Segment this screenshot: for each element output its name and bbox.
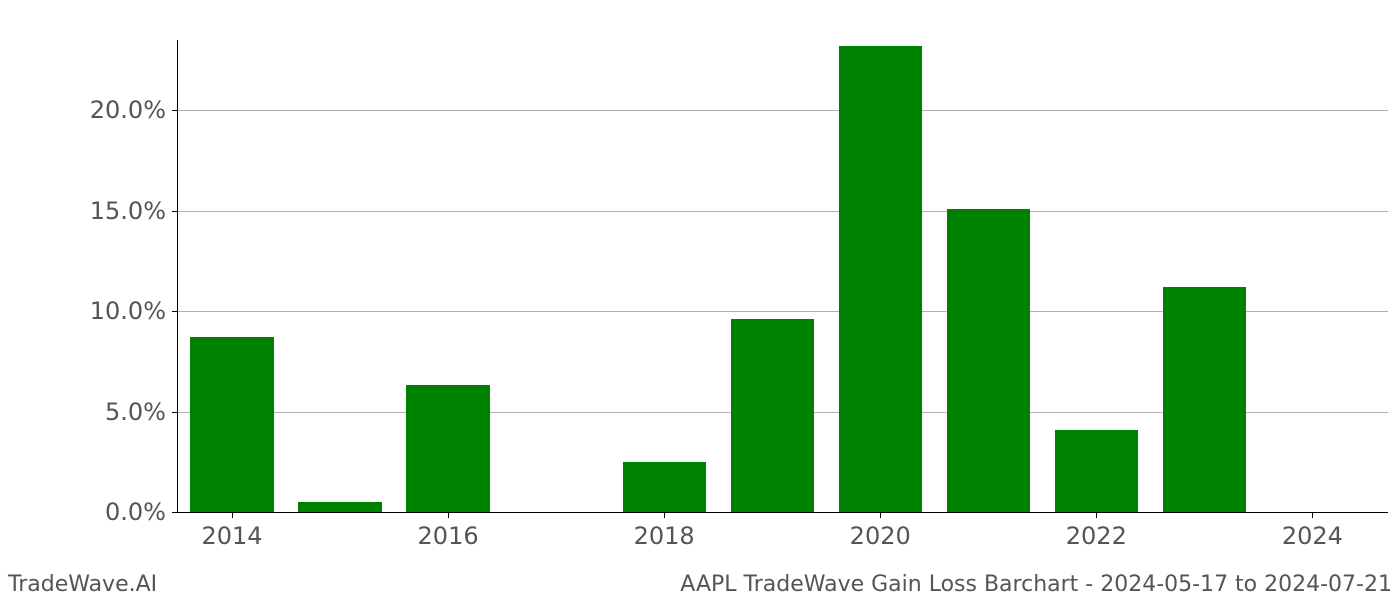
x-tick-label: 2020 [850, 522, 911, 550]
bar [623, 462, 706, 512]
x-tick-label: 2022 [1066, 522, 1127, 550]
y-tick-label: 15.0% [90, 197, 166, 225]
y-tick-label: 10.0% [90, 297, 166, 325]
x-tick-label: 2024 [1282, 522, 1343, 550]
footer-left-text: TradeWave.AI [8, 572, 157, 597]
bar [947, 209, 1030, 512]
x-tick-label: 2014 [201, 522, 262, 550]
bar [406, 385, 489, 512]
bar [298, 502, 381, 512]
x-tick-label: 2018 [634, 522, 695, 550]
bar [731, 319, 814, 512]
bar [839, 46, 922, 512]
y-tick-label: 0.0% [105, 498, 166, 526]
chart-container: TradeWave.AI AAPL TradeWave Gain Loss Ba… [0, 0, 1400, 600]
y-gridline [178, 211, 1388, 212]
y-tick-label: 20.0% [90, 96, 166, 124]
y-axis-line [177, 40, 178, 512]
y-tick-label: 5.0% [105, 398, 166, 426]
y-gridline [178, 110, 1388, 111]
x-axis-line [177, 512, 1388, 513]
bar [1055, 430, 1138, 512]
bar [1163, 287, 1246, 512]
footer-right-text: AAPL TradeWave Gain Loss Barchart - 2024… [680, 572, 1392, 597]
bar [190, 337, 273, 512]
x-tick-label: 2016 [418, 522, 479, 550]
